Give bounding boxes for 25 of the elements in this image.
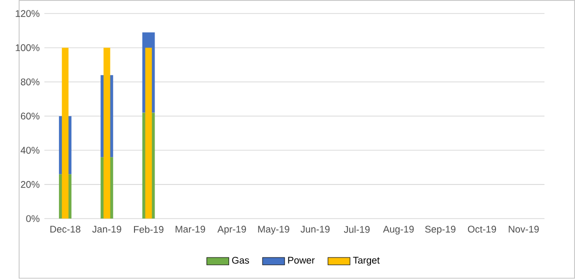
y-tick-label: 100% [16, 44, 40, 52]
y-tick-label: 120% [16, 10, 40, 18]
x-tick-label: May-19 [258, 226, 290, 235]
legend-label: Power [288, 257, 315, 264]
x-tick-label: Aug-19 [383, 226, 414, 235]
y-tick-label: 40% [20, 147, 40, 154]
bar [104, 48, 110, 219]
y-tick-label: 60% [20, 112, 40, 120]
x-tick-label: Jun-19 [300, 226, 330, 233]
x-tick-label: Oct-19 [468, 226, 496, 233]
x-tick-label: Jul-19 [344, 226, 370, 234]
x-tick-label: Feb-19 [134, 226, 164, 234]
bar [145, 48, 152, 219]
x-tick-label: Dec-18 [50, 226, 80, 233]
x-tick-label: Sep-19 [425, 226, 456, 235]
y-tick-label: 20% [20, 181, 40, 188]
y-tick-label: 0% [26, 215, 40, 222]
legend-label: Gas [232, 257, 250, 264]
x-tick-label: Jan-19 [92, 226, 122, 233]
bar [62, 48, 69, 219]
x-tick-label: Mar-19 [176, 226, 206, 233]
y-tick-label: 80% [20, 78, 40, 86]
legend-label: Target [353, 257, 380, 266]
x-tick-label: Apr-19 [217, 226, 246, 235]
x-tick-label: Nov-19 [508, 226, 539, 233]
